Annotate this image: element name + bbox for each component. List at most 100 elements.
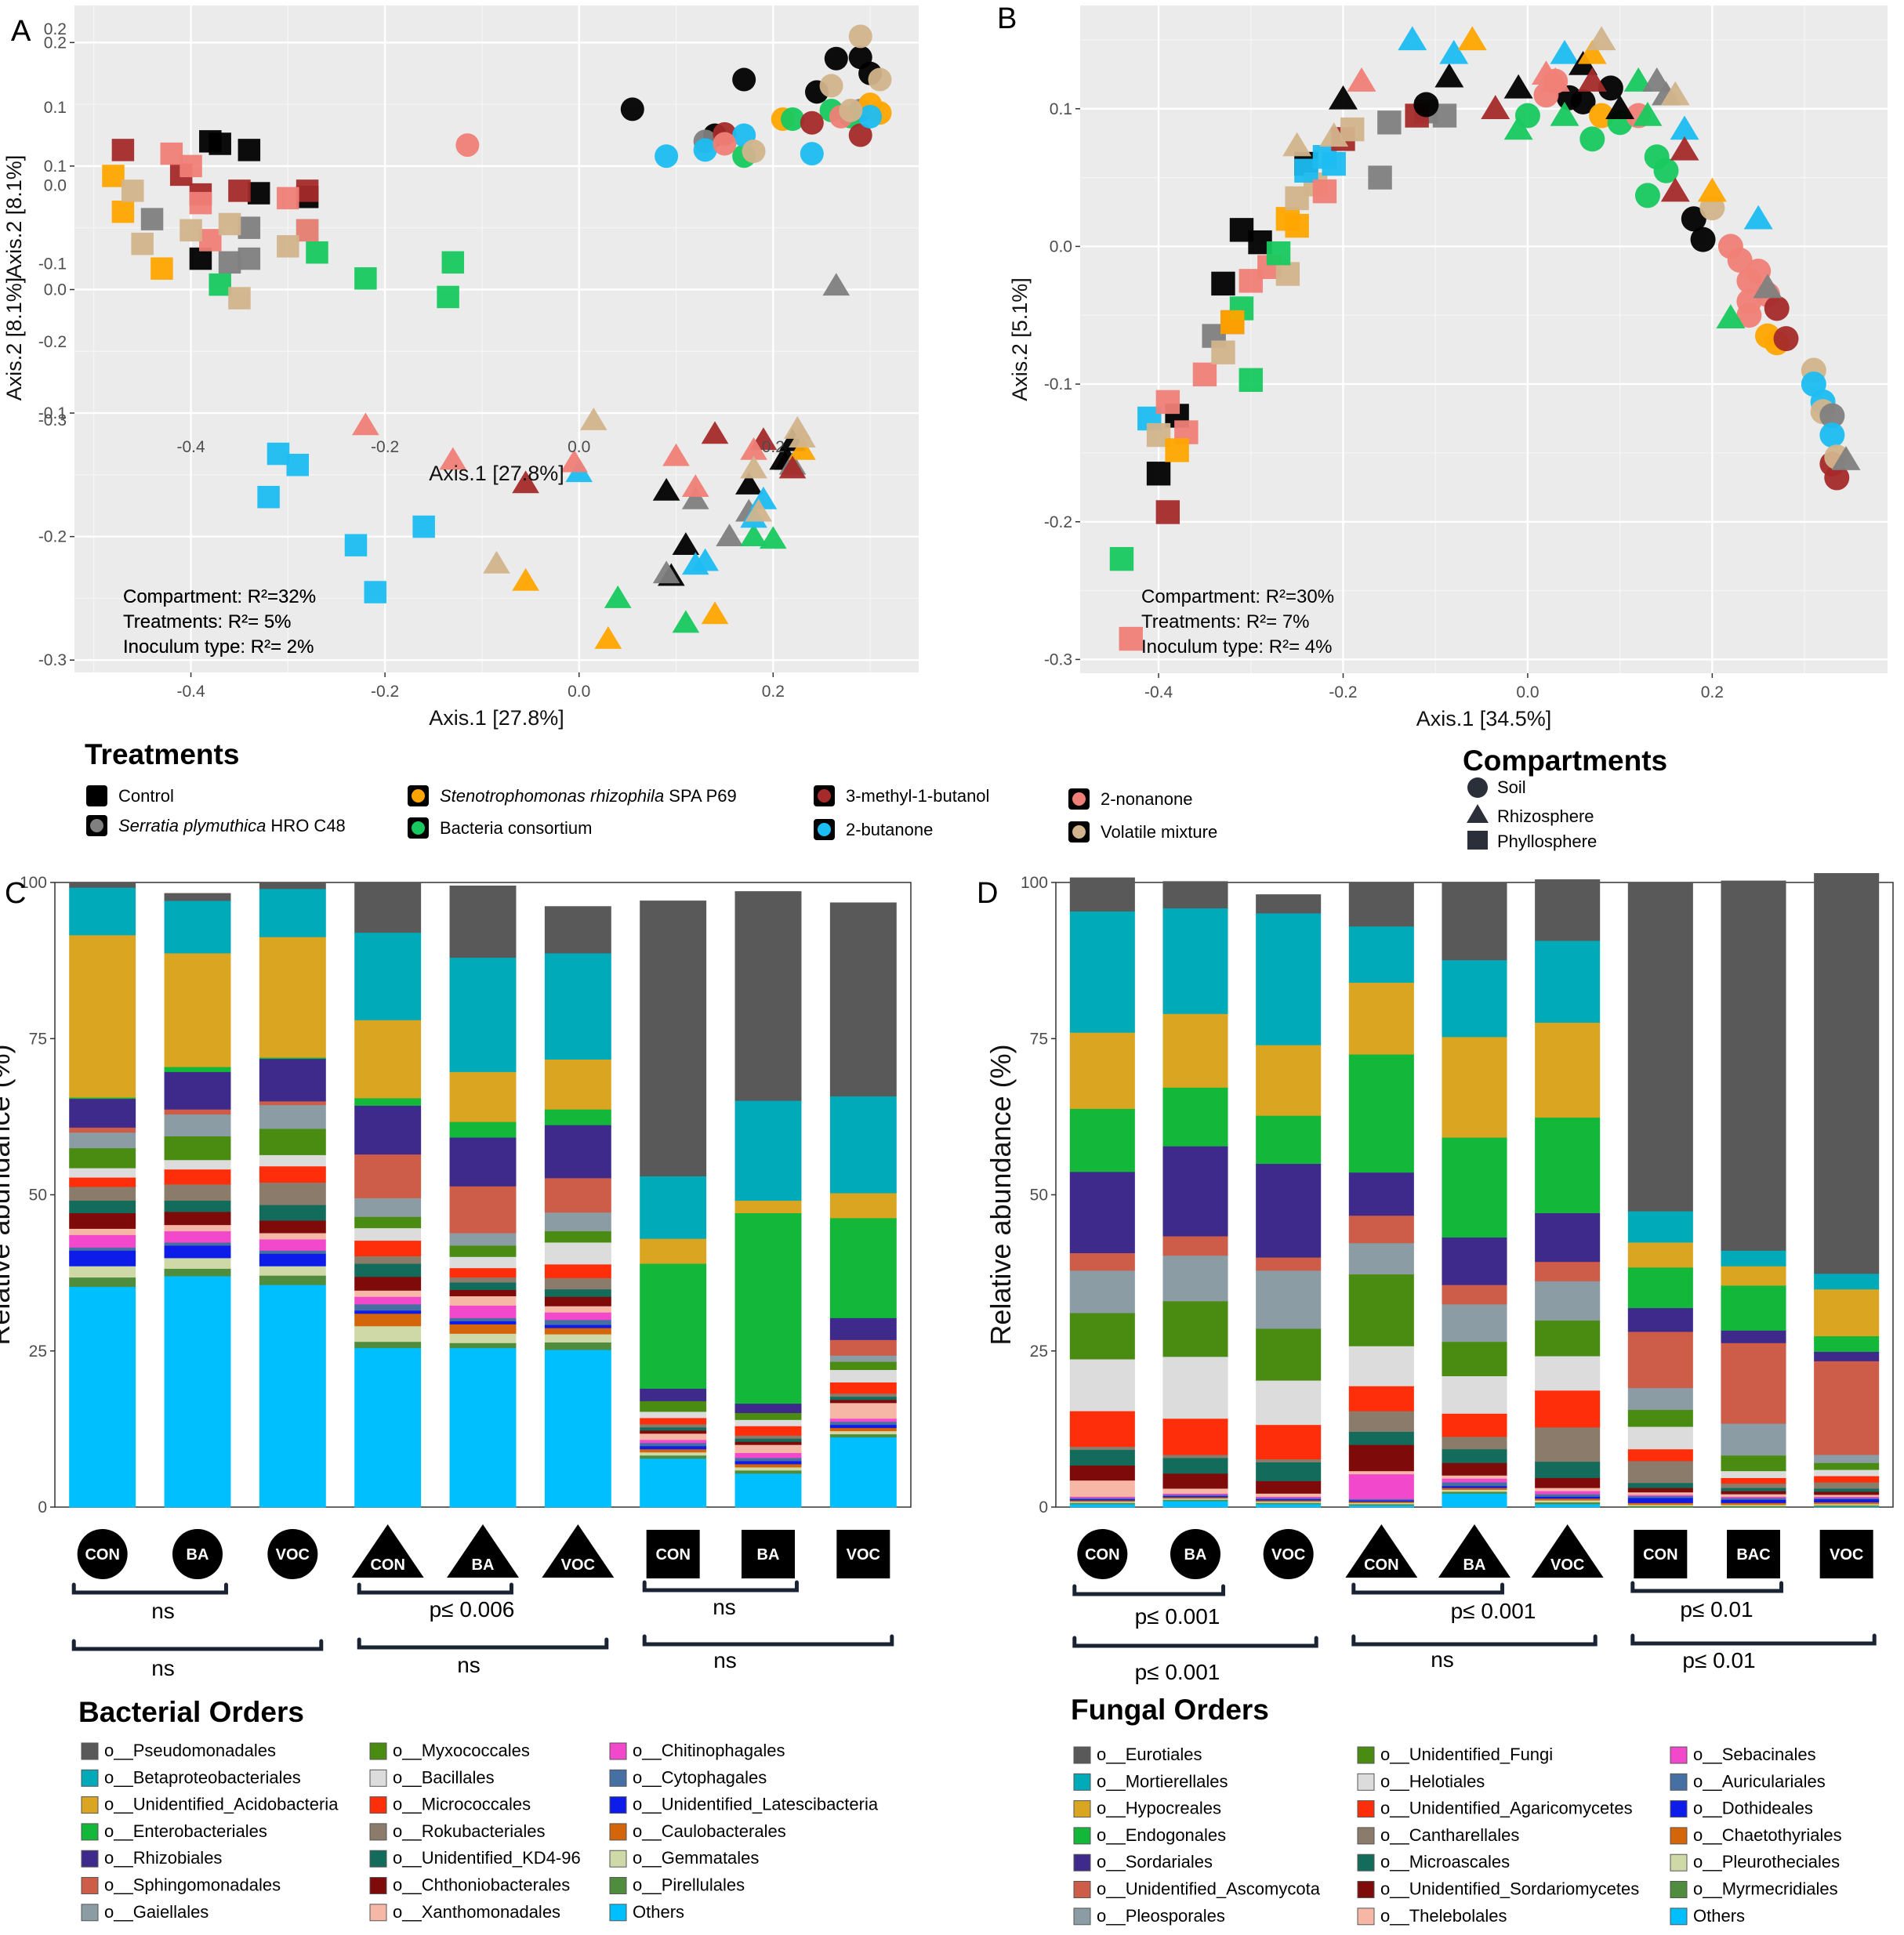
bar-segment [1535,1390,1601,1428]
y-tick-label: -0.2 [1044,513,1072,531]
legend-label: o__Pleurotheciales [1693,1852,1840,1872]
bar-stack [259,882,326,1508]
legend-swatch [1357,1827,1375,1845]
group-label: VOC [1271,1546,1305,1564]
legend-swatch [1073,1853,1091,1872]
bar-segment [69,1212,136,1229]
bar-segment [69,1266,136,1278]
point-phyllosphere-consortium [1109,546,1134,571]
x-tick-label: -0.2 [371,438,399,456]
point-phyllosphere-butanone [257,485,280,509]
bar-segment [69,1168,136,1178]
y-tick-label: -0.2 [38,528,67,546]
bar-segment [69,1177,136,1187]
bar-segment [829,1421,897,1426]
stat-line: Compartment: R²=32% [123,586,316,607]
legend-swatch [1670,1746,1688,1764]
orders-legend-item [369,1742,387,1760]
legend-key-dot [1072,825,1086,839]
bar-segment [734,1469,802,1474]
legend-label-rest: HRO C48 [266,816,345,835]
bar-segment [259,1165,326,1183]
bar-segment [1814,1491,1880,1495]
bar-segment [1162,1300,1228,1357]
point-phyllosphere-butanone [344,534,368,556]
legend-swatch [609,1742,627,1760]
legend-label-italic: Serratia plymuthica [118,816,266,835]
legend-label: o__Gaiellales [104,1902,209,1922]
legend-label: o__Myrmecridiales [1693,1879,1838,1899]
bar-segment [259,1266,326,1276]
y-tick-label: 75 [29,1030,47,1048]
point-phyllosphere-nonanone [1155,390,1180,415]
bar-segment [1348,1473,1414,1500]
legend-label: o__Caulobacterales [633,1821,786,1841]
orders-legend-item [1073,1827,1091,1845]
bar-segment [544,953,611,1060]
orders-legend-item [1357,1881,1375,1898]
bar-segment [449,1277,517,1283]
y-tick-label: 50 [1030,1187,1048,1205]
bar-segment [1348,1242,1414,1275]
group-marker [1345,1524,1418,1578]
bar-segment [1069,911,1135,1033]
bar-segment [354,1303,422,1311]
bar-segment [69,1234,136,1248]
legend-label: o__Bacillales [393,1767,495,1787]
point-phyllosphere-methyl [228,179,251,202]
bar-stack [1162,881,1228,1508]
bar-segment [1069,1480,1135,1497]
bar-stack [1442,882,1507,1508]
bar-segment [69,1247,136,1251]
y-tick-label: 0.1 [1050,100,1072,118]
bar-segment [544,1125,611,1179]
bar-segment [829,1355,897,1362]
bar-segment [164,1159,231,1170]
bar-segment [164,953,231,1067]
group-label: CON [1085,1546,1119,1564]
bar-segment [1721,1494,1786,1497]
bar-segment [734,1426,802,1436]
point-phyllosphere-serratia [238,216,261,239]
legend-label: o__Betaproteobacteriales [104,1767,301,1787]
bar-segment [544,1288,611,1297]
point-phyllosphere-methyl [111,139,135,161]
bar-segment [1627,1211,1693,1243]
bar-segment [354,1296,422,1305]
orders-legend-item [1357,1800,1375,1818]
bar-stack [829,902,897,1508]
bar-segment [259,1233,326,1240]
orders-legend-item [81,1850,99,1868]
bar-segment [1814,1498,1880,1500]
bar-segment [69,1250,136,1266]
point-rhizosphere-methyl [1670,136,1699,161]
bar-segment [449,1137,517,1187]
x-tick-label: -0.2 [371,683,399,701]
bar-segment [1721,1491,1786,1495]
bar-segment [829,902,897,1096]
bar-segment [1256,894,1322,914]
legend-label: o__Unidentified_KD4-96 [393,1848,581,1868]
bar-segment [640,1451,707,1456]
phyllosphere-marker [646,1530,700,1578]
bar-segment [1721,1496,1786,1498]
bar-segment [1442,1436,1507,1450]
panel-label: B [997,2,1017,35]
bar-segment [1627,1332,1693,1389]
bar-segment [1535,1426,1601,1462]
significance-brackets [71,1580,894,1651]
point-phyllosphere-steno [111,200,135,223]
treatments-legend-title: Treatments [85,738,239,770]
point-soil-nonanone [1727,247,1753,273]
bar-segment [1162,1087,1228,1147]
legend-key-dot [90,789,103,803]
point-phyllosphere-serratia [140,208,164,230]
bar-segment [1535,1487,1601,1491]
bar-segment [1256,1458,1322,1463]
legend-swatch [1357,1853,1375,1872]
bar-segment [1721,1343,1786,1424]
bar-segment [1348,1172,1414,1216]
point-phyllosphere-control [209,132,231,155]
bar-segment [164,1212,231,1226]
bar-segment [1069,1359,1135,1411]
